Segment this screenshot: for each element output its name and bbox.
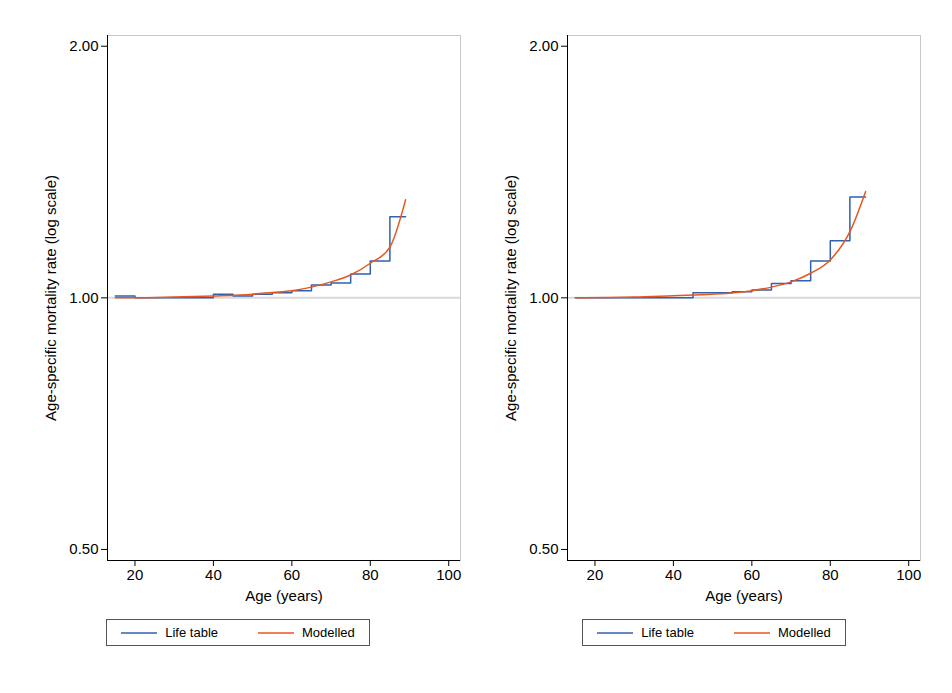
svg-text:Age-specific mortality rate (l: Age-specific mortality rate (log scale) [42,175,59,421]
html-text:Life table: Life table [165,625,218,640]
svg-text:0.50: 0.50 [529,540,558,557]
svg-text:20: 20 [127,566,144,583]
svg-text:40: 40 [205,566,222,583]
svg-text:80: 80 [362,566,379,583]
svg-text:Age (years): Age (years) [705,587,783,604]
html-text:Life table: Life table [641,625,694,640]
svg-text:100: 100 [896,566,921,583]
svg-text:60: 60 [284,566,301,583]
svg-text:60: 60 [744,566,761,583]
svg-text:0.50: 0.50 [69,540,98,557]
svg-text:1.00: 1.00 [69,289,98,306]
html-text:Modelled: Modelled [302,625,355,640]
svg-text:40: 40 [665,566,682,583]
svg-text:Age (years): Age (years) [245,587,323,604]
svg-text:2.00: 2.00 [529,37,558,54]
svg-text:Age-specific mortality rate (l: Age-specific mortality rate (log scale) [502,175,519,421]
svg-text:20: 20 [587,566,604,583]
html-text:Modelled: Modelled [778,625,831,640]
svg-text:100: 100 [436,566,461,583]
svg-text:2.00: 2.00 [69,37,98,54]
svg-text:1.00: 1.00 [529,289,558,306]
svg-text:80: 80 [822,566,839,583]
